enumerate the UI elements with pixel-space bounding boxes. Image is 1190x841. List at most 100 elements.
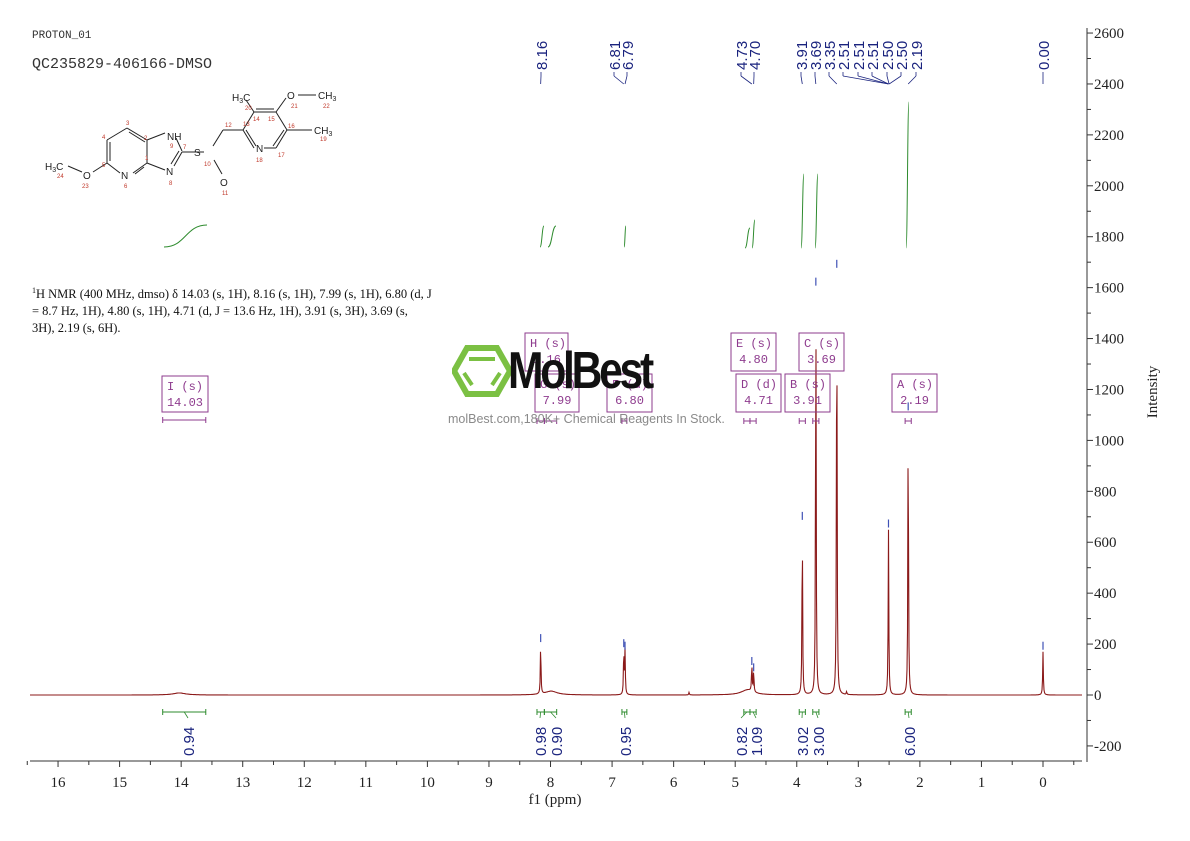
integral-0.94: 0.94: [162, 709, 207, 756]
svg-text:6.80: 6.80: [615, 394, 644, 408]
svg-text:13: 13: [243, 122, 250, 128]
svg-text:4.80: 4.80: [739, 353, 768, 367]
atom-o11: O: [220, 178, 228, 189]
nmr-description: 1H NMR (400 MHz, dmso) δ 14.03 (s, 1H), …: [32, 286, 432, 336]
svg-text:16: 16: [288, 124, 295, 130]
svg-text:D (d): D (d): [741, 378, 777, 392]
svg-text:H (s): H (s): [530, 337, 566, 351]
svg-text:7: 7: [183, 145, 187, 151]
peak-label: 2.51: [836, 41, 853, 70]
integral-curve: [905, 101, 910, 249]
atom-nh: NH: [167, 132, 181, 143]
y-tick-label: 200: [1094, 637, 1117, 653]
integral-curve: [744, 227, 751, 249]
x-axis-label: f1 (ppm): [529, 792, 582, 808]
svg-text:0.90: 0.90: [549, 727, 566, 756]
svg-text:7.99: 7.99: [543, 394, 572, 408]
svg-text:C (s): C (s): [804, 337, 840, 351]
peak-label: 0.00: [1036, 41, 1053, 70]
y-tick-label: 0: [1094, 688, 1102, 704]
multiplet-label-G: G (s) 7.99: [534, 373, 580, 424]
svg-text:21: 21: [291, 104, 298, 110]
x-tick-label: 0: [1039, 775, 1047, 791]
watermark-tagline: molBest.com,180K+ Chemical Reagents In S…: [448, 412, 725, 426]
svg-text:4.71: 4.71: [744, 394, 773, 408]
x-tick-label: 15: [112, 775, 127, 791]
atom-n6: N: [121, 171, 128, 182]
x-tick-label: 16: [51, 775, 67, 791]
atom-ch3-19: CH3: [314, 126, 332, 138]
svg-text:2: 2: [144, 136, 148, 142]
x-tick-label: 14: [174, 775, 190, 791]
svg-text:B (s): B (s): [790, 378, 826, 392]
svg-text:0.98: 0.98: [533, 727, 550, 756]
multiplet-label-D: D (d) 4.71: [735, 373, 782, 424]
peak-label: 3.69: [808, 41, 825, 70]
watermark-brand: MolBest: [508, 342, 654, 400]
peak-labels: 8.16 6.816.79 4.734.70 3.913.693.352.512.51…: [534, 41, 1053, 85]
atom-ch3-22: CH3: [318, 91, 336, 103]
svg-text:14: 14: [253, 117, 260, 123]
multiplet-label-F: F (d) 6.80: [606, 373, 653, 424]
svg-text:11: 11: [222, 191, 229, 197]
svg-text:14.03: 14.03: [167, 396, 203, 410]
svg-text:5: 5: [102, 163, 106, 169]
spectrum-trace: [30, 349, 1082, 696]
x-tick-label: 12: [297, 775, 312, 791]
y-tick-label: 1000: [1094, 433, 1124, 449]
svg-text:6.00: 6.00: [902, 727, 919, 756]
multiplet-label-A: A (s) 2.19: [891, 373, 938, 424]
y-tick-label: 400: [1094, 586, 1117, 602]
y-tick-label: 2000: [1094, 179, 1124, 195]
svg-text:8.16: 8.16: [532, 353, 561, 367]
svg-text:G (s): G (s): [540, 378, 576, 392]
svg-text:9: 9: [170, 144, 174, 150]
svg-text:1.09: 1.09: [749, 727, 766, 756]
svg-text:23: 23: [82, 184, 89, 190]
svg-text:17: 17: [278, 153, 285, 159]
svg-text:0.94: 0.94: [181, 727, 198, 756]
peak-label: 2.50: [894, 41, 911, 70]
svg-text:3.69: 3.69: [807, 353, 836, 367]
integral-curve: [547, 225, 557, 248]
peak-label: 4.73: [734, 41, 751, 70]
sample-title: QC235829-406166-DMSO: [32, 56, 213, 73]
svg-text:6: 6: [124, 184, 128, 190]
integral-curves: [163, 101, 910, 249]
integral-curve: [800, 173, 805, 249]
svg-text:22: 22: [323, 104, 330, 110]
multiplet-boxes: I (s) 14.03 H (s) 8.16 G (s) 7.99 F (d) 6.80 E (…: [161, 332, 938, 424]
svg-text:24: 24: [57, 174, 64, 180]
peak-label: 8.16: [534, 41, 551, 70]
atom-h3c-20: H3C: [232, 93, 250, 105]
nmr-description-text: H NMR (400 MHz, dmso) δ 14.03 (s, 1H), 8…: [32, 287, 432, 336]
atom-h3c-24: H3C: [45, 162, 63, 174]
spectrum-line: [30, 259, 1082, 696]
svg-text:3.00: 3.00: [811, 727, 828, 756]
y-tick-label: 1800: [1094, 230, 1124, 246]
integral-0.90: 0.90: [543, 709, 566, 756]
integral-curve: [751, 219, 756, 249]
svg-text:18: 18: [256, 158, 263, 164]
atom-n18: N: [256, 144, 263, 155]
x-axis: 16 15 14 13 12 11 10 9 8 7 6 5 4 3 2 1 0f1 (ppm): [26, 760, 1082, 808]
atom-o23: O: [83, 171, 91, 182]
svg-text:12: 12: [225, 123, 232, 129]
integral-6.00: 6.00: [902, 709, 919, 756]
svg-text:I (s): I (s): [167, 380, 203, 394]
y-tick-label: 600: [1094, 535, 1117, 551]
multiplet-label-B: B (s) 3.91: [784, 373, 831, 424]
svg-text:10: 10: [204, 162, 211, 168]
integral-curve: [814, 173, 819, 249]
svg-text:20: 20: [245, 106, 252, 112]
multiplet-label-E: E (s) 4.80: [730, 332, 777, 424]
integral-3.02: 3.02: [795, 709, 812, 756]
x-tick-label: 1: [978, 775, 986, 791]
y-tick-label: 1200: [1094, 382, 1124, 398]
x-tick-label: 5: [731, 775, 739, 791]
svg-text:E (s): E (s): [736, 337, 772, 351]
x-tick-label: 2: [916, 775, 924, 791]
x-tick-label: 6: [670, 775, 678, 791]
y-tick-label: 2600: [1094, 26, 1124, 42]
